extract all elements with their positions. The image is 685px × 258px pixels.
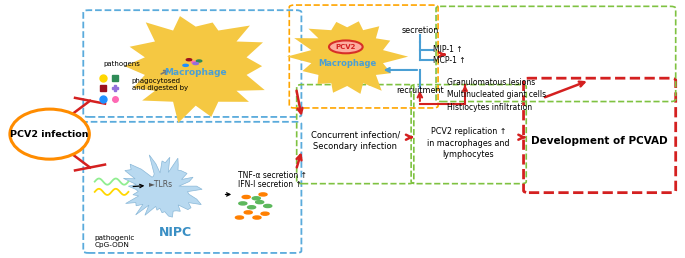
Circle shape bbox=[192, 61, 197, 63]
Text: PCV2 infection: PCV2 infection bbox=[10, 130, 89, 139]
Text: TNF-α secretion ↑: TNF-α secretion ↑ bbox=[238, 171, 307, 180]
Circle shape bbox=[236, 216, 243, 219]
Circle shape bbox=[247, 206, 256, 209]
Text: Granulomatous lesions
Multinucleated giant cells
Histiocytes infiltration: Granulomatous lesions Multinucleated gia… bbox=[447, 78, 546, 112]
Text: pathogenic
CpG-ODN: pathogenic CpG-ODN bbox=[95, 236, 135, 248]
Circle shape bbox=[261, 212, 269, 215]
Circle shape bbox=[252, 197, 260, 200]
PathPatch shape bbox=[287, 21, 408, 94]
Text: IFN-I secretion ↑: IFN-I secretion ↑ bbox=[238, 180, 302, 189]
Text: MCP-1 ↑: MCP-1 ↑ bbox=[434, 56, 466, 65]
Text: Macrophage: Macrophage bbox=[164, 68, 227, 77]
Circle shape bbox=[197, 60, 202, 62]
Circle shape bbox=[239, 202, 247, 205]
PathPatch shape bbox=[125, 16, 264, 123]
Text: phagocytosed
and digested by: phagocytosed and digested by bbox=[132, 78, 188, 91]
Circle shape bbox=[242, 196, 250, 199]
Circle shape bbox=[244, 211, 252, 214]
Circle shape bbox=[259, 193, 267, 196]
Text: ✦: ✦ bbox=[112, 97, 118, 103]
Text: Macrophage: Macrophage bbox=[318, 59, 376, 68]
Circle shape bbox=[264, 204, 272, 207]
Text: MIP-1 ↑: MIP-1 ↑ bbox=[434, 45, 463, 54]
Circle shape bbox=[193, 62, 199, 64]
Text: NIPC: NIPC bbox=[159, 227, 192, 239]
Circle shape bbox=[186, 59, 192, 61]
Circle shape bbox=[329, 41, 362, 53]
Text: Concurrent infection/
Secondary infection: Concurrent infection/ Secondary infectio… bbox=[310, 130, 400, 151]
Text: recruitment: recruitment bbox=[396, 86, 444, 95]
Circle shape bbox=[256, 200, 264, 204]
Text: secretion: secretion bbox=[401, 27, 438, 35]
Text: ►TLRs: ►TLRs bbox=[149, 180, 173, 189]
Circle shape bbox=[253, 216, 261, 219]
Text: Development of PCVAD: Development of PCVAD bbox=[532, 135, 668, 146]
Text: PCV2: PCV2 bbox=[336, 44, 356, 50]
PathPatch shape bbox=[123, 155, 202, 217]
Ellipse shape bbox=[10, 109, 89, 159]
Text: pathogens: pathogens bbox=[103, 61, 140, 67]
Text: PCV2 replication ↑
in macrophages and
lymphocytes: PCV2 replication ↑ in macrophages and ly… bbox=[427, 127, 510, 159]
Circle shape bbox=[183, 64, 188, 66]
